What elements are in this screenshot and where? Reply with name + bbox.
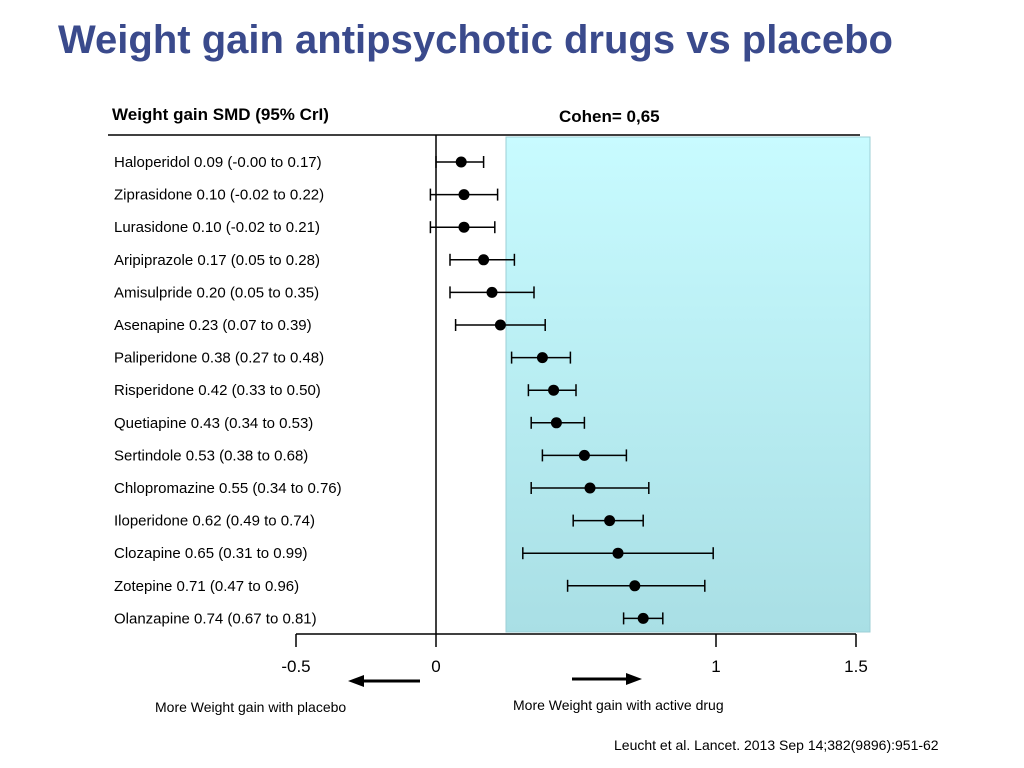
forest-row: Lurasidone 0.10 (-0.02 to 0.21): [114, 219, 496, 236]
x-tick-label: 0: [431, 657, 440, 676]
direction-label-right: More Weight gain with active drug: [513, 697, 724, 713]
point-estimate: [478, 254, 490, 266]
row-label: Clozapine 0.65 (0.31 to 0.99): [114, 545, 307, 562]
point-estimate: [548, 384, 560, 396]
row-label: Amisulpride 0.20 (0.05 to 0.35): [114, 284, 319, 301]
forest-row: Ziprasidone 0.10 (-0.02 to 0.22): [114, 187, 499, 204]
point-estimate: [536, 352, 548, 364]
row-label: Asenapine 0.23 (0.07 to 0.39): [114, 317, 312, 334]
point-estimate: [578, 449, 590, 461]
point-estimate: [584, 482, 596, 494]
row-label: Sertindole 0.53 (0.38 to 0.68): [114, 447, 308, 464]
forest-row: Paliperidone 0.38 (0.27 to 0.48): [114, 350, 572, 367]
point-estimate: [458, 221, 470, 233]
point-estimate: [629, 580, 641, 592]
row-label: Iloperidone 0.62 (0.49 to 0.74): [114, 513, 315, 530]
point-estimate: [455, 156, 467, 168]
x-tick-label: 1: [711, 657, 720, 676]
forest-row: Olanzapine 0.74 (0.67 to 0.81): [114, 610, 664, 627]
forest-row: Aripiprazole 0.17 (0.05 to 0.28): [114, 252, 516, 269]
row-label: Zotepine 0.71 (0.47 to 0.96): [114, 578, 299, 595]
forest-row: Iloperidone 0.62 (0.49 to 0.74): [114, 513, 644, 530]
point-estimate: [637, 612, 649, 624]
row-label: Haloperidol 0.09 (-0.00 to 0.17): [114, 154, 322, 171]
forest-row: Amisulpride 0.20 (0.05 to 0.35): [114, 284, 535, 301]
direction-arrowhead-left: [348, 675, 364, 687]
row-label: Olanzapine 0.74 (0.67 to 0.81): [114, 610, 317, 627]
row-label: Risperidone 0.42 (0.33 to 0.50): [114, 382, 321, 399]
page-title: Weight gain antipsychotic drugs vs place…: [58, 18, 893, 62]
forest-row: Risperidone 0.42 (0.33 to 0.50): [114, 382, 577, 399]
point-estimate: [458, 189, 470, 201]
x-tick-label: -0.5: [281, 657, 310, 676]
column-header-right: Cohen= 0,65: [559, 107, 660, 126]
row-label: Lurasidone 0.10 (-0.02 to 0.21): [114, 219, 320, 236]
forest-row: Quetiapine 0.43 (0.34 to 0.53): [114, 415, 586, 432]
effect-size-band: [505, 136, 871, 633]
direction-arrowhead-right: [626, 673, 642, 685]
row-label: Paliperidone 0.38 (0.27 to 0.48): [114, 350, 324, 367]
forest-row: Asenapine 0.23 (0.07 to 0.39): [114, 317, 546, 334]
row-label: Aripiprazole 0.17 (0.05 to 0.28): [114, 252, 320, 269]
forest-row: Sertindole 0.53 (0.38 to 0.68): [114, 447, 628, 464]
point-estimate: [604, 515, 616, 527]
direction-label-left: More Weight gain with placebo: [155, 699, 346, 715]
forest-row: Haloperidol 0.09 (-0.00 to 0.17): [114, 154, 485, 171]
row-label: Ziprasidone 0.10 (-0.02 to 0.22): [114, 187, 324, 204]
row-label: Quetiapine 0.43 (0.34 to 0.53): [114, 415, 313, 432]
x-tick-label: 1.5: [844, 657, 868, 676]
citation: Leucht et al. Lancet. 2013 Sep 14;382(98…: [614, 737, 939, 753]
point-estimate: [550, 417, 562, 429]
point-estimate: [486, 286, 498, 298]
row-label: Chlopromazine 0.55 (0.34 to 0.76): [114, 480, 342, 497]
forest-row: Zotepine 0.71 (0.47 to 0.96): [114, 578, 706, 595]
forest-row: Chlopromazine 0.55 (0.34 to 0.76): [114, 480, 650, 497]
column-header-left: Weight gain SMD (95% CrI): [112, 105, 329, 124]
forest-row: Clozapine 0.65 (0.31 to 0.99): [114, 545, 714, 562]
point-estimate: [612, 547, 624, 559]
point-estimate: [494, 319, 506, 331]
